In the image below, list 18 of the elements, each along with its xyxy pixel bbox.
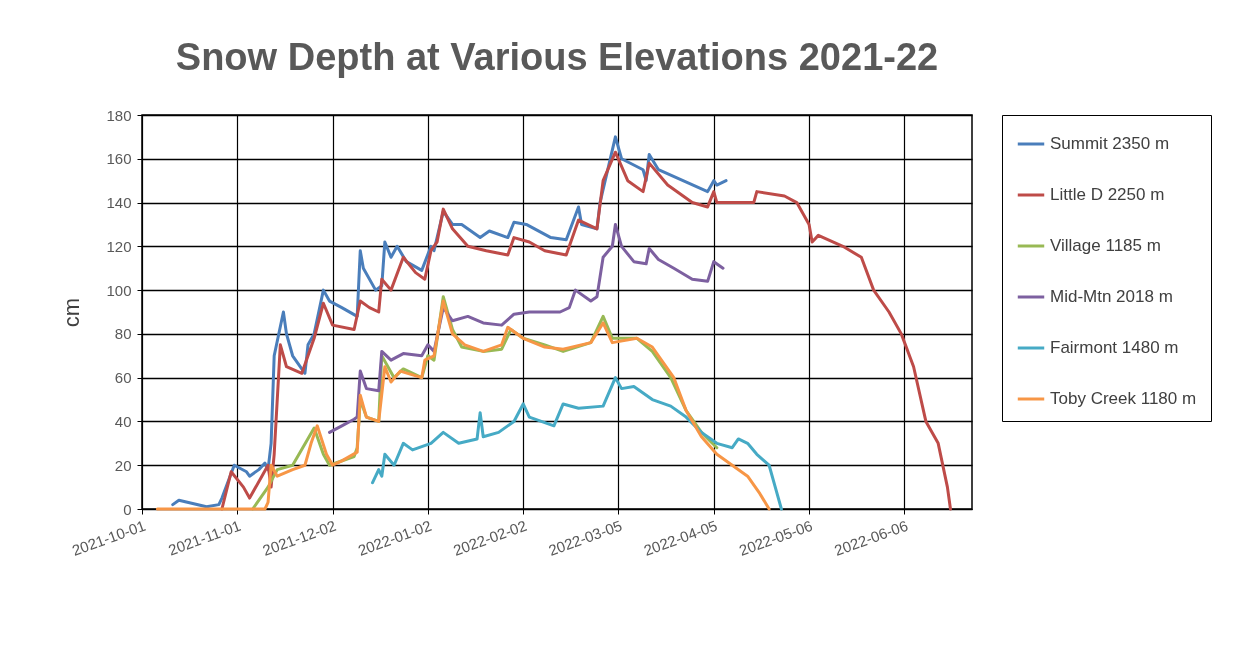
y-tick-label: 120 bbox=[106, 237, 132, 255]
legend-label: Fairmont 1480 m bbox=[1050, 338, 1179, 357]
y-tick-label: 180 bbox=[106, 106, 132, 124]
y-tick-label: 140 bbox=[106, 194, 132, 212]
y-tick-label: 40 bbox=[114, 412, 132, 430]
y-tick-label: 80 bbox=[114, 325, 132, 343]
y-tick-label: 20 bbox=[114, 456, 132, 474]
y-tick-label: 160 bbox=[106, 150, 132, 168]
legend-label: Little D 2250 m bbox=[1050, 185, 1165, 204]
y-tick-label: 60 bbox=[114, 369, 132, 387]
legend-label: Summit 2350 m bbox=[1050, 134, 1170, 153]
legend-label: Village 1185 m bbox=[1050, 236, 1161, 255]
legend-label: Toby Creek 1180 m bbox=[1050, 389, 1197, 408]
y-axis-title: cm bbox=[59, 297, 85, 328]
legend-label: Mid-Mtn 2018 m bbox=[1050, 287, 1173, 306]
y-tick-label: 100 bbox=[106, 281, 132, 299]
y-tick-label: 0 bbox=[123, 500, 132, 518]
chart-title: Snow Depth at Various Elevations 2021-22 bbox=[175, 36, 939, 78]
